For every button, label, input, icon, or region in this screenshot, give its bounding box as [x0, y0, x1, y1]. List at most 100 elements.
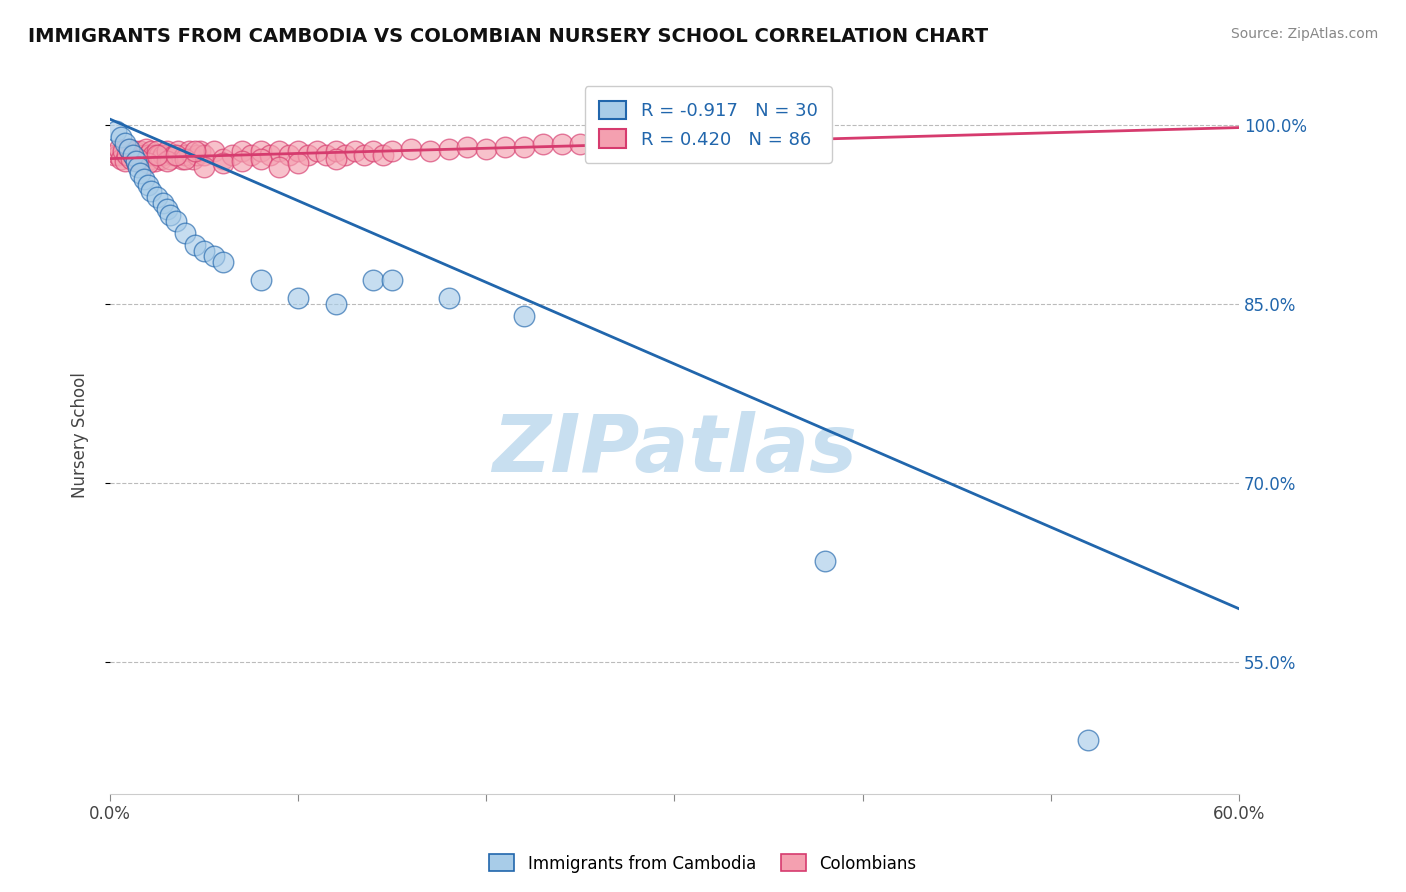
Point — [136, 148, 159, 162]
Point — [437, 291, 460, 305]
Point — [183, 237, 205, 252]
Point — [141, 145, 163, 159]
Point — [166, 145, 188, 159]
Point — [190, 145, 212, 159]
Point — [644, 135, 666, 149]
Point — [269, 160, 291, 174]
Point — [129, 145, 152, 159]
Point — [363, 145, 385, 159]
Point — [513, 309, 536, 323]
Point — [287, 145, 309, 159]
Point — [183, 145, 205, 159]
Point — [108, 142, 131, 156]
Point — [118, 142, 141, 156]
Point — [155, 153, 177, 168]
Point — [531, 137, 554, 152]
Point — [287, 291, 309, 305]
Point — [127, 148, 149, 162]
Legend: R = -0.917   N = 30, R = 0.420   N = 86: R = -0.917 N = 30, R = 0.420 N = 86 — [585, 87, 832, 163]
Point — [202, 250, 225, 264]
Legend: Immigrants from Cambodia, Colombians: Immigrants from Cambodia, Colombians — [482, 847, 924, 880]
Point — [148, 148, 170, 162]
Point — [325, 152, 347, 166]
Point — [112, 145, 135, 159]
Point — [325, 297, 347, 311]
Point — [221, 148, 243, 162]
Point — [143, 153, 166, 168]
Point — [287, 156, 309, 170]
Point — [212, 156, 235, 170]
Point — [315, 148, 337, 162]
Point — [124, 145, 146, 159]
Point — [419, 145, 441, 159]
Point — [353, 148, 375, 162]
Text: IMMIGRANTS FROM CAMBODIA VS COLOMBIAN NURSERY SCHOOL CORRELATION CHART: IMMIGRANTS FROM CAMBODIA VS COLOMBIAN NU… — [28, 27, 988, 45]
Point — [437, 142, 460, 156]
Point — [136, 156, 159, 170]
Point — [127, 160, 149, 174]
Point — [165, 148, 187, 162]
Point — [163, 148, 186, 162]
Point — [104, 124, 127, 138]
Point — [121, 148, 143, 162]
Point — [138, 152, 160, 166]
Point — [110, 152, 132, 166]
Point — [132, 148, 155, 162]
Point — [110, 130, 132, 145]
Point — [155, 145, 177, 159]
Point — [343, 145, 366, 159]
Point — [141, 184, 163, 198]
Point — [174, 152, 197, 166]
Point — [231, 153, 253, 168]
Point — [550, 137, 572, 152]
Text: Source: ZipAtlas.com: Source: ZipAtlas.com — [1230, 27, 1378, 41]
Point — [607, 135, 630, 149]
Point — [335, 148, 357, 162]
Point — [1077, 733, 1099, 747]
Point — [212, 152, 235, 166]
Point — [325, 145, 347, 159]
Point — [371, 148, 394, 162]
Point — [146, 145, 169, 159]
Point — [152, 195, 174, 210]
Point — [131, 152, 153, 166]
Point — [202, 145, 225, 159]
Point — [114, 153, 136, 168]
Point — [114, 136, 136, 150]
Point — [107, 148, 129, 162]
Point — [129, 166, 152, 180]
Point — [181, 152, 204, 166]
Point — [170, 152, 193, 166]
Point — [193, 160, 215, 174]
Text: ZIPatlas: ZIPatlas — [492, 411, 856, 489]
Point — [159, 208, 181, 222]
Point — [231, 145, 253, 159]
Point — [118, 142, 141, 156]
Point — [155, 202, 177, 216]
Point — [132, 172, 155, 186]
Point — [381, 145, 404, 159]
Point — [193, 244, 215, 258]
Point — [159, 152, 181, 166]
Point — [475, 142, 498, 156]
Point — [269, 145, 291, 159]
Point — [136, 178, 159, 192]
Point — [127, 152, 149, 166]
Point — [305, 145, 328, 159]
Point — [103, 148, 125, 162]
Point — [135, 142, 157, 156]
Point — [152, 148, 174, 162]
Point — [193, 148, 215, 162]
Point — [142, 148, 165, 162]
Point — [174, 226, 197, 240]
Point — [146, 190, 169, 204]
Point — [513, 139, 536, 153]
Point — [212, 255, 235, 269]
Point — [277, 148, 299, 162]
Point — [125, 153, 148, 168]
Point — [494, 139, 516, 153]
Point — [120, 152, 142, 166]
Point — [121, 148, 143, 162]
Point — [814, 554, 837, 568]
Point — [174, 148, 197, 162]
